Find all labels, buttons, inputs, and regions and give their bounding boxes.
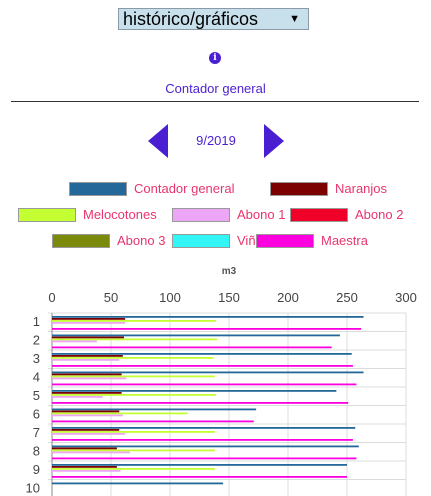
view-select[interactable]: histórico/gráficos ▼ [118, 8, 309, 30]
bar-contador-general [52, 334, 340, 337]
bar-contador-general [52, 353, 352, 355]
bar-melocotones [52, 431, 215, 433]
legend-label: Naranjos [335, 181, 388, 196]
y-tick-label: 5 [33, 388, 40, 403]
bar-contador-general [52, 427, 356, 429]
bar-contador-general [52, 371, 364, 374]
legend-swatch [256, 233, 314, 248]
bar-abono-1 [52, 451, 130, 454]
bar-contador-general [52, 390, 337, 392]
legend-label: Contador general [134, 181, 235, 196]
bar-melocotones [52, 338, 218, 341]
bar-abono-1 [52, 359, 120, 361]
x-tick-label: 250 [336, 290, 358, 305]
y-tick-label: 8 [33, 444, 40, 459]
legend-swatch [290, 207, 348, 222]
bar-melocotones [52, 375, 215, 378]
legend-item-naranjos[interactable]: Naranjos [270, 181, 387, 196]
bar-melocotones [52, 394, 217, 396]
bar-naranjos [52, 373, 122, 376]
bar-melocotones [52, 357, 214, 359]
legend-item-abono-2[interactable]: Abono 2 [290, 207, 403, 222]
bar-abono-1 [52, 414, 123, 417]
legend-label: Abono 1 [237, 207, 286, 222]
bar-melocotones [52, 412, 188, 415]
bar-melocotones [52, 320, 217, 322]
legend-item-abono-1[interactable]: Abono 1 [172, 207, 285, 222]
bar-contador-general [52, 482, 224, 485]
y-tick-label: 6 [33, 407, 40, 422]
legend-item-maestra[interactable]: Maestra [256, 233, 368, 248]
x-tick-label: 300 [395, 290, 417, 305]
bar-abono-1 [52, 322, 126, 324]
bar-abono-1 [52, 470, 121, 472]
legend-item-vina[interactable]: Viña [172, 233, 263, 248]
bar-maestra [52, 365, 353, 367]
bar-naranjos [52, 318, 126, 320]
bar-chart: m3 0 50 100 150 200 250 300 1 2 3 4 5 6 7 8 9 10 [26, 266, 417, 496]
legend-item-contador-general[interactable]: Contador general [69, 181, 234, 196]
y-tick-label: 9 [33, 462, 40, 477]
x-tick-label: 150 [218, 290, 240, 305]
chevron-left-icon[interactable] [148, 124, 170, 158]
bar-maestra [52, 420, 254, 423]
legend-label: Abono 2 [355, 207, 404, 222]
legend-swatch [172, 207, 230, 222]
bar-naranjos [52, 336, 124, 339]
legend-swatch [270, 181, 328, 196]
divider [11, 101, 419, 102]
bar-maestra [52, 439, 353, 441]
bar-naranjos [52, 355, 123, 357]
bar-abono-1 [52, 340, 97, 343]
x-tick-label: 0 [48, 290, 55, 305]
chevron-right-icon[interactable] [262, 124, 284, 158]
legend-label: Melocotones [83, 207, 157, 222]
section-title: Contador general [165, 81, 266, 96]
bar-maestra [52, 383, 357, 386]
legend-item-melocotones[interactable]: Melocotones [18, 207, 157, 222]
y-tick-label: 7 [33, 425, 40, 440]
legend-swatch [18, 207, 76, 222]
bar-naranjos [52, 410, 120, 413]
y-tick-label: 10 [26, 481, 40, 496]
bar-contador-general [52, 464, 347, 466]
y-tick-label: 3 [33, 351, 40, 366]
x-tick-label: 100 [159, 290, 181, 305]
bar-contador-general [52, 316, 364, 318]
view-select-value: histórico/gráficos [123, 8, 259, 29]
bar-abono-1 [52, 433, 126, 435]
bar-melocotones [52, 468, 215, 470]
x-tick-label: 200 [277, 290, 299, 305]
legend-item-abono-3[interactable]: Abono 3 [52, 233, 165, 248]
info-icon[interactable]: i [209, 52, 221, 64]
bar-naranjos [52, 447, 117, 450]
bar-contador-general [52, 408, 257, 411]
chart-title: m3 [222, 266, 237, 277]
bar-melocotones [52, 449, 215, 452]
bar-maestra [52, 328, 362, 330]
legend-swatch [52, 233, 110, 248]
bar-naranjos [52, 466, 117, 468]
x-tick-label: 50 [104, 290, 118, 305]
legend-label: Maestra [321, 233, 368, 248]
bar-maestra [52, 457, 357, 460]
bar-maestra [52, 476, 347, 478]
legend-label: Abono 3 [117, 233, 166, 248]
bar-abono-1 [52, 396, 103, 398]
legend-swatch [69, 181, 127, 196]
bar-maestra [52, 402, 349, 404]
bar-contador-general [52, 445, 359, 448]
bar-naranjos [52, 429, 120, 431]
bar-naranjos [52, 392, 122, 394]
legend-swatch [172, 233, 230, 248]
y-tick-label: 1 [33, 314, 40, 329]
y-tick-label: 2 [33, 333, 40, 348]
y-tick-label: 4 [33, 370, 40, 385]
triangle-down-icon: ▼ [289, 13, 300, 25]
period-label: 9/2019 [196, 133, 236, 148]
bar-maestra [52, 346, 332, 349]
bar-abono-1 [52, 377, 127, 380]
